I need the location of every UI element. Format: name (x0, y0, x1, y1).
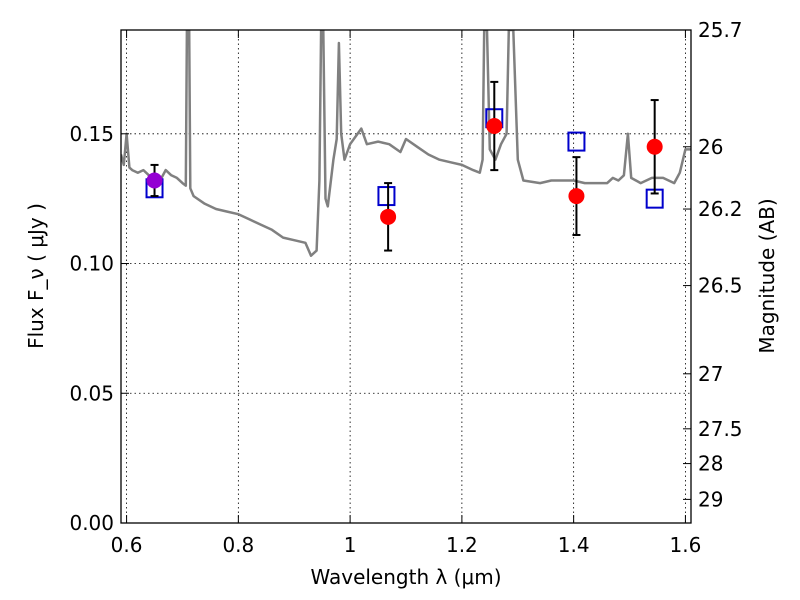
tick-labels: 0.6 0.8 1 1.2 1.4 1.6 0.00 0.05 0.10 0.15 25.7 26 26… (69, 18, 742, 557)
x-axis-label: Wavelength λ (μm) (310, 565, 501, 589)
x-tick-label: 1.4 (558, 533, 590, 557)
y-axis-right-label: Magnitude (AB) (755, 198, 779, 353)
x-tick-label: 0.8 (222, 533, 254, 557)
right-tick-label: 29 (698, 487, 723, 511)
y-tick-label: 0.15 (69, 122, 114, 146)
observed-point-highlight (146, 172, 163, 189)
observed-fluxes (146, 80, 663, 252)
x-tick-label: 1 (344, 533, 357, 557)
y-tick-label: 0.00 (69, 511, 114, 535)
right-tick-label: 26.2 (698, 197, 743, 221)
model-spectrum (121, 30, 691, 257)
x-tick-label: 1.6 (670, 533, 702, 557)
y-axis-label: Flux F_ν ( μJy ) (24, 203, 48, 349)
observed-point (646, 138, 663, 155)
observed-point (380, 208, 397, 225)
grid (121, 30, 691, 524)
x-tick-label: 0.6 (111, 533, 143, 557)
right-tick-label: 26.5 (698, 274, 743, 298)
right-tick-label: 27 (698, 362, 723, 386)
right-tick-label: 28 (698, 452, 723, 476)
x-tick-label: 1.2 (446, 533, 478, 557)
right-tick-label: 26 (698, 135, 723, 159)
axes (120, 29, 692, 524)
model-spectrum-line (121, 30, 691, 257)
y-tick-label: 0.10 (69, 252, 114, 276)
right-tick-label: 27.5 (698, 417, 743, 441)
plot-frame (120, 29, 692, 524)
model-band-square (567, 131, 586, 152)
observed-point (568, 188, 585, 205)
y-tick-label: 0.05 (69, 381, 114, 405)
observed-point (486, 118, 503, 135)
right-tick-label: 25.7 (698, 18, 743, 42)
model-band-square (377, 186, 396, 207)
model-band-fluxes (145, 108, 664, 209)
